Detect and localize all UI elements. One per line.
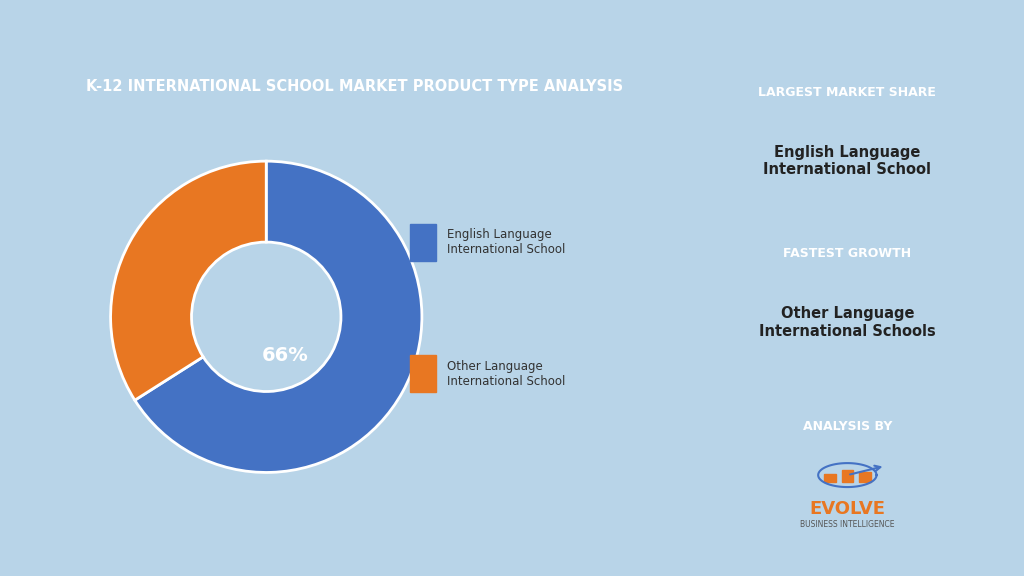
Text: ANALYSIS BY: ANALYSIS BY — [803, 420, 892, 433]
Bar — [410, 355, 436, 392]
Text: K-12 INTERNATIONAL SCHOOL MARKET PRODUCT TYPE ANALYSIS: K-12 INTERNATIONAL SCHOOL MARKET PRODUCT… — [86, 79, 624, 94]
Text: EVOLVE: EVOLVE — [809, 500, 886, 518]
Text: 66%: 66% — [261, 346, 308, 365]
Text: Other Language
International Schools: Other Language International Schools — [759, 306, 936, 339]
Text: English Language
International School: English Language International School — [763, 145, 932, 177]
Bar — [410, 224, 436, 262]
Bar — [824, 474, 836, 482]
Wedge shape — [135, 161, 422, 472]
Text: BUSINESS INTELLIGENCE: BUSINESS INTELLIGENCE — [800, 520, 895, 529]
Bar — [859, 472, 870, 482]
Text: English Language
International School: English Language International School — [446, 229, 565, 256]
Text: LARGEST MARKET SHARE: LARGEST MARKET SHARE — [759, 86, 936, 98]
Bar — [842, 469, 853, 482]
Text: FASTEST GROWTH: FASTEST GROWTH — [783, 247, 911, 260]
Wedge shape — [111, 161, 266, 400]
Text: Other Language
International School: Other Language International School — [446, 359, 565, 388]
